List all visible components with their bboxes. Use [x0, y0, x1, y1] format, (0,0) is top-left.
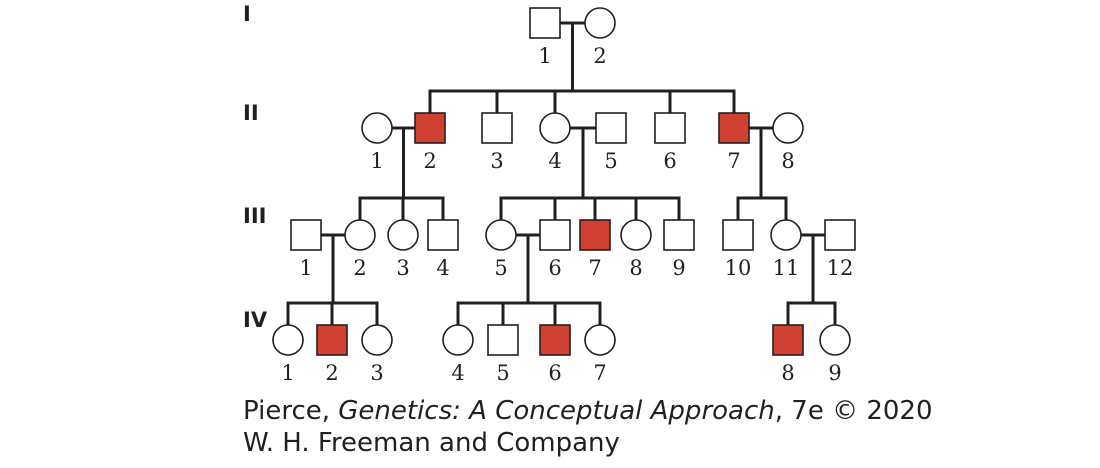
- unaffected-female-symbol: [539, 112, 571, 144]
- book-title: Genetics: A Conceptual Approach: [338, 396, 775, 426]
- individual-number: 7: [727, 149, 740, 173]
- individual-number: 2: [353, 256, 366, 280]
- unaffected-male-symbol: [722, 219, 754, 251]
- unaffected-female-symbol: [387, 219, 419, 251]
- individual-number: 1: [538, 44, 551, 68]
- unaffected-male-symbol: [539, 219, 571, 251]
- individual-number: 10: [725, 256, 752, 280]
- individual-number: 4: [451, 361, 464, 385]
- pedigree-chart: 1 21 2 3 4 5 6 7 81 2 3 4 5 6 7 8 9 10 11 121 2 3 4 5 6 7 8 9IIIIII…: [243, 2, 856, 385]
- individual-number: 5: [494, 256, 507, 280]
- unaffected-male-symbol: [481, 112, 513, 144]
- unaffected-male-symbol: [824, 219, 856, 251]
- unaffected-male-symbol: [290, 219, 322, 251]
- individual-number: 1: [370, 149, 383, 173]
- unaffected-female-symbol: [485, 219, 517, 251]
- unaffected-male-symbol: [487, 324, 519, 356]
- unaffected-female-symbol: [819, 324, 851, 356]
- pedigree-lines: [286, 21, 837, 327]
- credit-line-2: W. H. Freeman and Company: [243, 428, 620, 458]
- individual-number: 3: [490, 149, 503, 173]
- individual-number: 8: [781, 361, 794, 385]
- individual-number: 6: [663, 149, 676, 173]
- individual-number: 3: [396, 256, 409, 280]
- individual-number: 12: [827, 256, 854, 280]
- affected-male-symbol: [316, 324, 348, 356]
- generation-label: III: [243, 204, 266, 228]
- unaffected-female-symbol: [772, 112, 804, 144]
- individual-number: 6: [548, 256, 561, 280]
- affected-male-symbol: [539, 324, 571, 356]
- unaffected-female-symbol: [344, 219, 376, 251]
- unaffected-female-symbol: [361, 324, 393, 356]
- pedigree-symbols: 1 21 2 3 4 5 6 7 81 2 3 4 5 6 7 8 9 10 11 121 2 3 4 5 6 7 8 9: [272, 7, 856, 385]
- individual-number: 5: [496, 361, 509, 385]
- individual-number: 9: [828, 361, 841, 385]
- individual-number: 5: [604, 149, 617, 173]
- unaffected-female-symbol: [272, 324, 304, 356]
- individual-number: 2: [423, 149, 436, 173]
- unaffected-female-symbol: [620, 219, 652, 251]
- individual-number: 6: [548, 361, 561, 385]
- unaffected-male-symbol: [663, 219, 695, 251]
- credit-edition: , 7e © 2020: [774, 396, 933, 426]
- individual-number: 4: [436, 256, 449, 280]
- individual-number: 11: [773, 256, 800, 280]
- credit-line-1: Pierce, Genetics: A Conceptual Approach,…: [243, 396, 933, 426]
- affected-male-symbol: [414, 112, 446, 144]
- unaffected-female-symbol: [770, 219, 802, 251]
- individual-number: 2: [593, 44, 606, 68]
- generation-label: I: [243, 2, 251, 26]
- unaffected-male-symbol: [529, 7, 561, 39]
- credit-prefix: Pierce,: [243, 396, 339, 426]
- individual-number: 1: [281, 361, 294, 385]
- unaffected-female-symbol: [584, 324, 616, 356]
- unaffected-male-symbol: [654, 112, 686, 144]
- individual-number: 7: [588, 256, 601, 280]
- unaffected-female-symbol: [442, 324, 474, 356]
- unaffected-female-symbol: [361, 112, 393, 144]
- individual-number: 9: [672, 256, 685, 280]
- individual-number: 1: [299, 256, 312, 280]
- unaffected-female-symbol: [584, 7, 616, 39]
- affected-male-symbol: [772, 324, 804, 356]
- individual-number: 7: [593, 361, 606, 385]
- affected-male-symbol: [718, 112, 750, 144]
- individual-number: 4: [548, 149, 561, 173]
- unaffected-male-symbol: [595, 112, 627, 144]
- individual-number: 8: [629, 256, 642, 280]
- individual-number: 2: [325, 361, 338, 385]
- individual-number: 8: [781, 149, 794, 173]
- generation-label: II: [243, 101, 259, 125]
- generation-label: IV: [243, 308, 268, 332]
- unaffected-male-symbol: [427, 219, 459, 251]
- affected-male-symbol: [579, 219, 611, 251]
- individual-number: 3: [370, 361, 383, 385]
